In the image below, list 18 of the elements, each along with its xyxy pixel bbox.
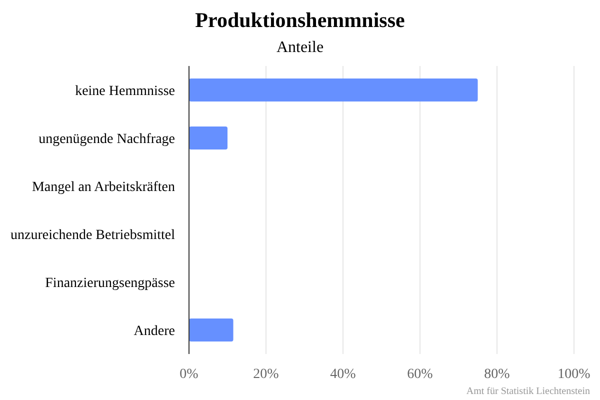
x-tick-label: 100% <box>558 367 591 382</box>
x-tick-label: 0% <box>180 367 199 382</box>
y-tick-label: Finanzierungsengpässe <box>45 276 175 291</box>
y-tick-label: unzureichende Betriebsmittel <box>10 228 176 243</box>
x-tick-label: 60% <box>407 367 434 382</box>
chart-title: Produktionshemmnisse <box>195 8 405 32</box>
x-tick-label: 20% <box>253 367 280 382</box>
y-tick-label: ungenügende Nachfrage <box>38 132 175 147</box>
bar <box>189 318 234 342</box>
y-tick-label: Mangel an Arbeitskräften <box>32 180 175 195</box>
y-tick-label: Andere <box>134 324 175 339</box>
y-tick-label: keine Hemmnisse <box>75 84 175 99</box>
bar <box>189 78 478 102</box>
bar <box>189 126 228 150</box>
x-tick-label: 40% <box>330 367 356 382</box>
chart-subtitle: Anteile <box>276 39 324 56</box>
x-tick-label: 80% <box>484 367 510 382</box>
text: Amt für Statistik Liechtenstein <box>466 386 590 397</box>
